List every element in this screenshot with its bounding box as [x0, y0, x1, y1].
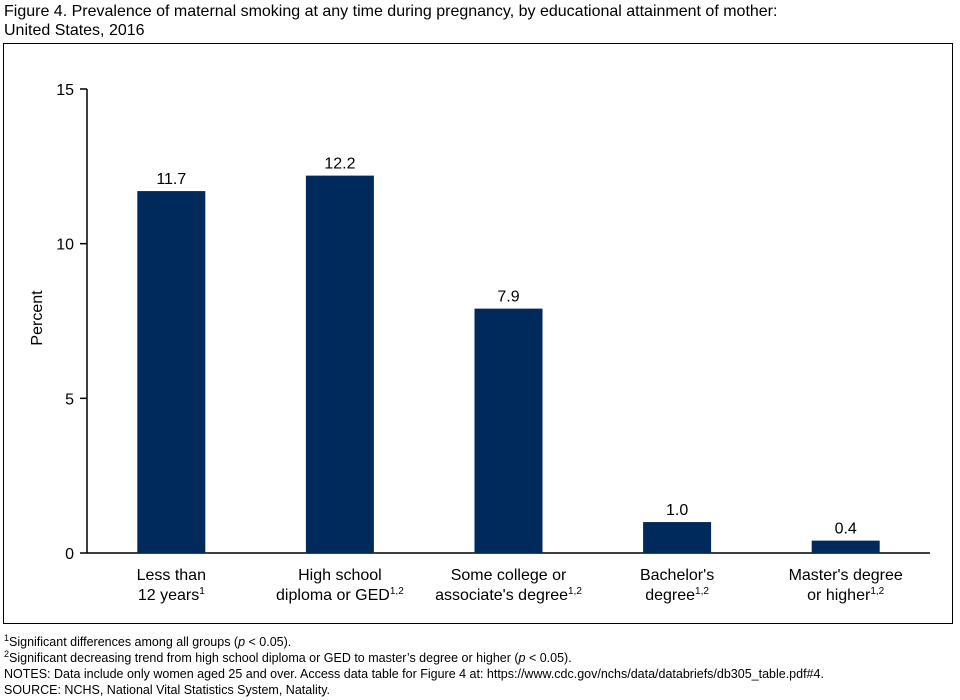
source-text: SOURCE: NCHS, National Vital Statistics …	[4, 683, 331, 697]
value-labels: 11.7 12.2 7.9 1.0 0.4	[156, 156, 857, 538]
chart-title: Figure 4. Prevalence of maternal smoking…	[4, 2, 954, 40]
bar	[474, 308, 543, 553]
bars	[137, 175, 880, 553]
footnote-2-p: p	[518, 651, 526, 665]
category-label-line2-text: or higher	[807, 587, 871, 604]
value-label: 7.9	[497, 289, 519, 306]
category-label-line1: High school	[298, 567, 382, 584]
chart-frame	[3, 43, 953, 624]
bar	[137, 191, 206, 553]
notes-text: NOTES: Data include only women aged 25 a…	[4, 667, 824, 681]
footnote-1: 1Significant differences among all group…	[4, 632, 959, 650]
y-tick-label: 10	[56, 237, 74, 254]
category-label-sup: 1,2	[390, 586, 404, 597]
category-label-line2: diploma or GED1,2	[276, 586, 404, 604]
category-label-line1: Master's degree	[789, 567, 903, 584]
value-label: 0.4	[835, 521, 857, 538]
chart-title-line1: Figure 4. Prevalence of maternal smoking…	[4, 3, 778, 20]
bar	[305, 175, 374, 553]
footnote-2-end: < 0.05).	[525, 651, 572, 665]
y-tick-label: 0	[65, 546, 74, 563]
footnote-2: 2Significant decreasing trend from high …	[4, 648, 959, 666]
category-label-line2: associate's degree1,2	[435, 586, 582, 604]
value-label: 11.7	[156, 171, 186, 188]
footnote-2-text: Significant decreasing trend from high s…	[9, 651, 519, 665]
y-axis-label: Percent	[29, 290, 46, 346]
footnote-1-text: Significant differences among all groups…	[9, 635, 239, 649]
category-label-line1: Bachelor's	[640, 567, 714, 584]
category-label-line2: 12 years1	[138, 586, 205, 604]
category-label-line1: Less than	[137, 567, 206, 584]
footnote-1-p: p	[238, 635, 246, 649]
chart-title-line2: United States, 2016	[4, 22, 145, 39]
category-label-line1: Some college or	[451, 567, 567, 584]
category-label-line2-text: degree	[645, 587, 695, 604]
category-label-line2-text: diploma or GED	[276, 587, 390, 604]
footnotes: 1Significant differences among all group…	[4, 632, 959, 698]
footnote-2-marker: 2	[4, 648, 10, 659]
category-label-line2: degree1,2	[645, 586, 709, 604]
category-label-sup: 1	[199, 586, 205, 597]
category-labels: Less than 12 years1 High school diploma or …	[137, 567, 903, 604]
category-label-sup: 1,2	[568, 586, 582, 597]
category-label-line2-text: 12 years	[138, 587, 199, 604]
category-label-sup: 1,2	[870, 586, 884, 597]
y-tick-label: 5	[65, 391, 74, 408]
bar	[643, 522, 712, 553]
bar	[811, 540, 880, 553]
footnote-1-end: < 0.05).	[245, 635, 292, 649]
category-label-sup: 1,2	[695, 586, 709, 597]
value-label: 1.0	[666, 502, 688, 519]
footnote-1-marker: 1	[4, 632, 10, 643]
category-label-line2-text: associate's degree	[435, 587, 568, 604]
value-label: 12.2	[324, 156, 355, 173]
y-tick-label: 15	[56, 82, 74, 99]
category-label-line2: or higher1,2	[807, 586, 884, 604]
